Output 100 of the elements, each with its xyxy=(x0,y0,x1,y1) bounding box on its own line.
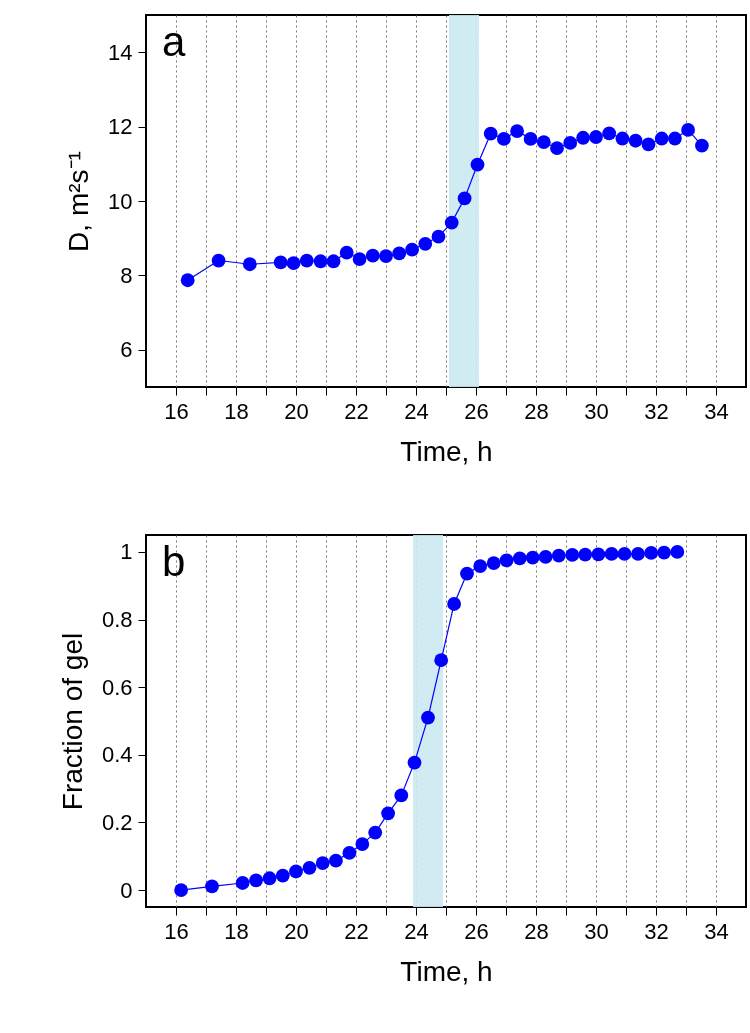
point xyxy=(418,236,433,251)
point xyxy=(483,126,498,141)
x-tick-label: 18 xyxy=(224,398,249,424)
point xyxy=(657,545,671,560)
point xyxy=(368,825,383,840)
point xyxy=(617,547,632,561)
point xyxy=(339,245,354,260)
point xyxy=(589,130,603,144)
point xyxy=(523,132,538,146)
y-axis-title: D, m²s⁻¹ xyxy=(63,151,95,252)
point xyxy=(447,597,461,611)
point xyxy=(313,254,328,269)
x-axis-title: Time, h xyxy=(400,435,493,467)
point xyxy=(286,256,301,270)
annotation: a xyxy=(162,18,186,65)
point xyxy=(497,132,511,146)
point xyxy=(602,126,617,141)
point xyxy=(538,550,553,564)
point xyxy=(550,141,564,156)
point xyxy=(654,131,669,146)
x-axis-title: Time, h xyxy=(400,955,493,987)
point xyxy=(299,253,314,268)
point xyxy=(591,547,606,562)
x-tick-label: 30 xyxy=(584,398,609,424)
x-tick-label: 28 xyxy=(524,398,549,424)
y-tick-label: 0.6 xyxy=(101,674,133,700)
point xyxy=(525,550,540,565)
point xyxy=(670,545,685,559)
point xyxy=(242,257,257,272)
point xyxy=(180,273,195,288)
point xyxy=(211,253,226,268)
point xyxy=(342,846,357,860)
point xyxy=(486,556,501,570)
point xyxy=(565,548,580,562)
x-tick-label: 32 xyxy=(644,918,669,944)
point xyxy=(695,138,709,153)
x-tick-label: 24 xyxy=(404,918,429,944)
point xyxy=(615,131,630,146)
annotation: b xyxy=(162,538,186,585)
point xyxy=(407,755,422,770)
point xyxy=(444,215,459,230)
x-tick-label: 26 xyxy=(464,398,489,424)
point xyxy=(365,248,380,263)
x-tick-label: 30 xyxy=(584,918,609,944)
x-tick-label: 34 xyxy=(704,398,729,424)
point xyxy=(563,136,578,150)
y-tick-label: 1 xyxy=(120,539,133,565)
y-tick-label: 0.8 xyxy=(101,607,133,633)
y-tick-label: 14 xyxy=(108,39,133,65)
point xyxy=(381,806,395,821)
point xyxy=(273,255,288,270)
point xyxy=(394,788,409,803)
point xyxy=(457,191,472,206)
point xyxy=(235,876,250,890)
point xyxy=(326,254,341,269)
point xyxy=(249,873,263,888)
x-tick-label: 22 xyxy=(344,918,369,944)
y-tick-label: 6 xyxy=(120,337,133,363)
point xyxy=(329,853,343,868)
point xyxy=(405,242,419,257)
x-tick-label: 28 xyxy=(524,918,549,944)
x-tick-label: 24 xyxy=(404,398,429,424)
x-tick-label: 34 xyxy=(704,918,729,944)
point xyxy=(434,653,449,668)
y-tick-label: 12 xyxy=(108,114,133,140)
x-tick-label: 26 xyxy=(464,918,489,944)
y-tick-label: 0.4 xyxy=(101,742,133,768)
point xyxy=(604,547,619,561)
point xyxy=(421,710,435,725)
y-tick-label: 0.2 xyxy=(101,809,133,835)
point xyxy=(289,864,303,879)
point xyxy=(392,246,407,261)
point xyxy=(578,547,593,562)
point xyxy=(352,252,367,266)
point xyxy=(536,135,551,150)
point xyxy=(641,137,656,152)
x-tick-label: 16 xyxy=(164,918,189,944)
point xyxy=(628,133,643,148)
x-tick-label: 16 xyxy=(164,398,189,424)
point xyxy=(302,860,317,875)
point xyxy=(499,553,514,568)
y-axis-title: Fraction of gel xyxy=(56,632,88,811)
point xyxy=(470,157,485,172)
x-tick-label: 32 xyxy=(644,398,669,424)
point xyxy=(205,879,219,894)
x-tick-label: 18 xyxy=(224,918,249,944)
point xyxy=(644,546,659,560)
x-tick-label: 22 xyxy=(344,398,369,424)
y-tick-label: 8 xyxy=(120,262,133,288)
point xyxy=(275,868,290,883)
point xyxy=(262,871,277,886)
point xyxy=(174,883,188,897)
x-tick-label: 20 xyxy=(284,398,309,424)
point xyxy=(681,123,695,137)
point xyxy=(431,229,446,244)
point xyxy=(379,249,393,263)
point xyxy=(551,548,566,563)
point xyxy=(631,547,645,561)
point xyxy=(512,551,527,566)
y-tick-label: 10 xyxy=(108,188,133,214)
